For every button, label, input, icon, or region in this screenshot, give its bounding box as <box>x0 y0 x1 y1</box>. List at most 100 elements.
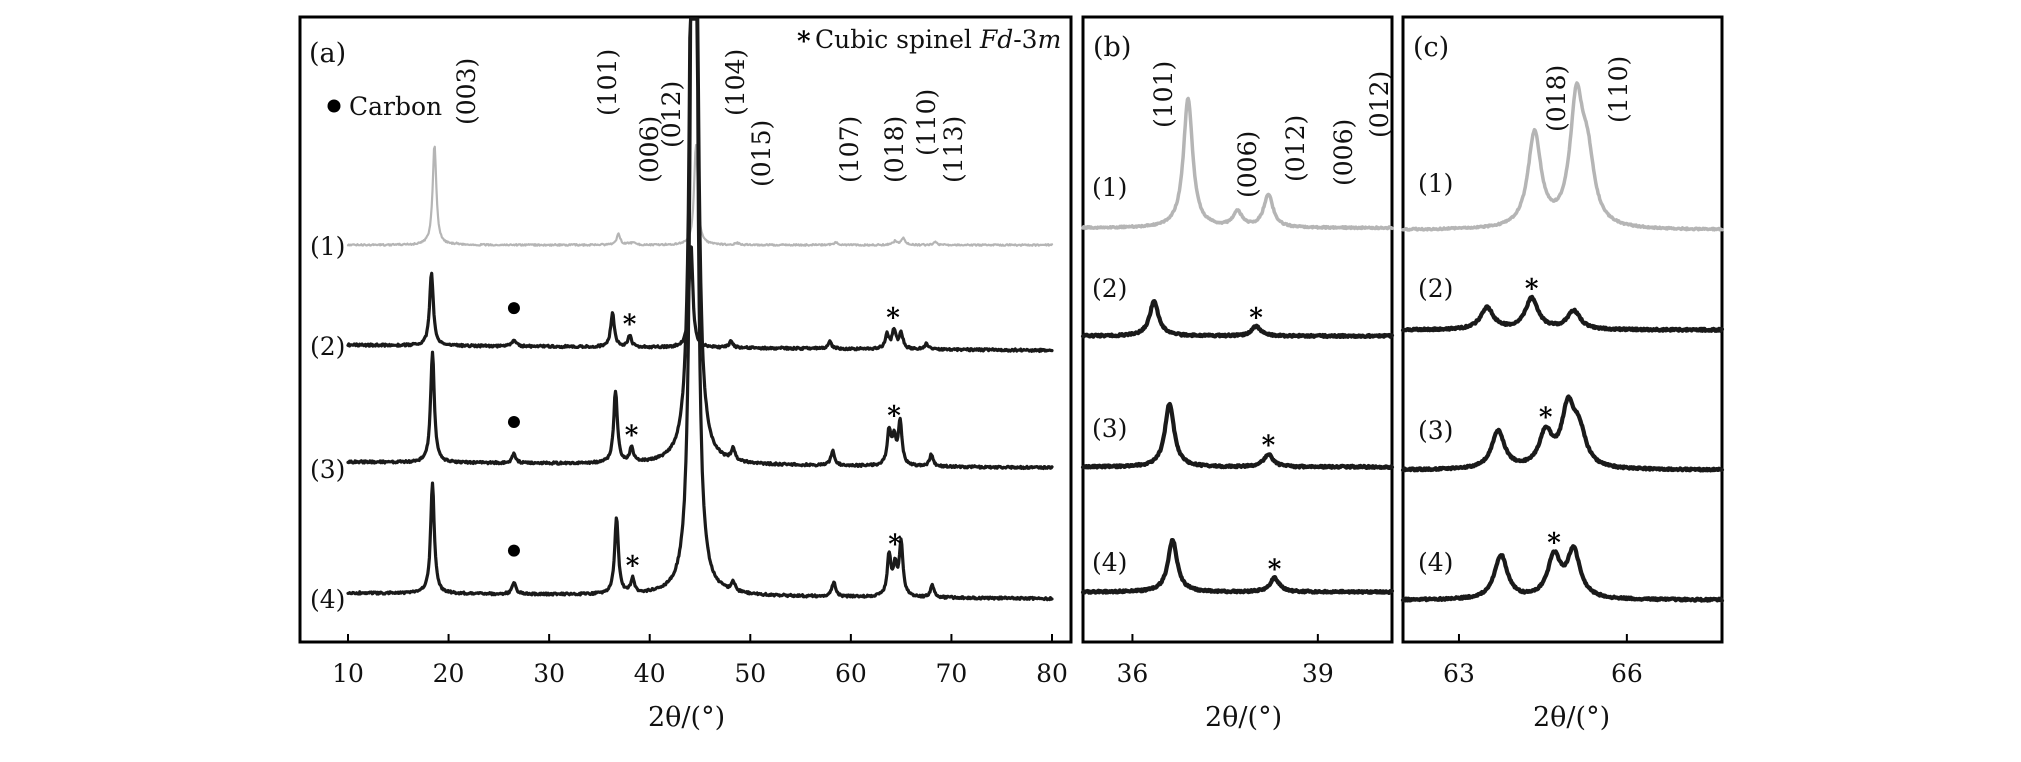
panel-a-hkl-labels: (003) (101) (006) (012) (104) (015) (107… <box>452 49 968 187</box>
panel-a-frame <box>298 15 1073 644</box>
hkl-label-018-c: (018) <box>1542 65 1571 132</box>
hkl-label-101: (101) <box>593 49 622 116</box>
x-tick-label-a-80: 80 <box>1036 659 1068 688</box>
spinel-mark-c-0: * <box>1525 275 1539 305</box>
x-tick-label-a-60: 60 <box>835 659 867 688</box>
carbon-mark-a-1 <box>507 415 520 428</box>
spinel-legend-text: Cubic spinel Fd-3m <box>815 25 1061 54</box>
spinel-mark-a-4: * <box>626 552 640 582</box>
curve-label-b-4: (4) <box>1092 548 1127 577</box>
panel-c-x-ticks <box>1457 634 1628 642</box>
panel-a-phase-marks: * * * * * * <box>507 302 902 582</box>
spinel-mark-c-2: * <box>1547 528 1561 558</box>
panel-c-curves <box>1400 81 1725 603</box>
xrd-pattern-c-4 <box>1400 544 1725 603</box>
hkl-label-003: (003) <box>452 58 481 125</box>
panel-b-hkl-labels: (101) (006) (012) (006) (012) <box>1149 61 1394 198</box>
hkl-label-015: (015) <box>747 120 776 187</box>
hkl-label-110: (110) <box>912 89 941 156</box>
hkl-label-012-b: (012) <box>1281 115 1310 182</box>
xrd-pattern-c-2 <box>1400 294 1725 333</box>
xrd-pattern-b-4 <box>1080 537 1395 596</box>
xrd-pattern-b-1 <box>1081 96 1394 231</box>
hkl-label-006-b2: (006) <box>1329 119 1358 186</box>
curve-label-a-1: (1) <box>310 232 345 261</box>
spinel-mark-a-5: * <box>888 530 902 560</box>
hkl-label-101-b: (101) <box>1149 61 1178 128</box>
panel-c-hkl-labels: (018) (110) <box>1542 56 1633 132</box>
x-tick-label-a-40: 40 <box>634 659 666 688</box>
panel-b-frame <box>1081 15 1394 644</box>
carbon-legend-text: Carbon <box>349 92 442 121</box>
xrd-pattern-a-4 <box>346 17 1054 602</box>
hkl-label-113: (113) <box>939 116 968 183</box>
carbon-mark-a-2 <box>507 544 520 557</box>
hkl-label-012-b2: (012) <box>1365 71 1394 138</box>
panel-c-x-axis-label: 2θ/(°) <box>1533 702 1610 733</box>
carbon-mark-a-0 <box>507 302 520 315</box>
panel-c-curve-labels: (1) (2) (3) (4) <box>1418 169 1453 577</box>
spinel-legend-marker: * <box>797 27 811 57</box>
curve-label-c-3: (3) <box>1418 416 1453 445</box>
x-tick-label-a-50: 50 <box>734 659 766 688</box>
hkl-label-012: (012) <box>657 81 686 148</box>
curve-label-c-2: (2) <box>1418 274 1453 303</box>
carbon-legend-marker <box>327 99 341 113</box>
spinel-mark-a-0: * <box>623 310 637 340</box>
xrd-pattern-b-3 <box>1080 401 1395 470</box>
x-tick-label-c-66: 66 <box>1611 659 1643 688</box>
spinel-mark-a-3: * <box>887 402 901 432</box>
curve-label-b-1: (1) <box>1092 173 1127 202</box>
panel-a-curve-labels: (1) (2) (3) (4) <box>310 232 345 614</box>
panel-a-legend: Carbon * Cubic spinel Fd-3m <box>327 25 1061 121</box>
panel-b-label: (b) <box>1093 32 1131 63</box>
x-tick-label-a-30: 30 <box>533 659 565 688</box>
panel-a-x-axis-label: 2θ/(°) <box>648 702 725 733</box>
panel-c-x-tick-labels: 63 66 <box>1443 659 1643 688</box>
spinel-mark-b-0: * <box>1249 303 1263 333</box>
panel-a-label: (a) <box>309 38 346 69</box>
hkl-label-104: (104) <box>721 49 750 116</box>
panel-b-curve-labels: (1) (2) (3) (4) <box>1092 173 1127 577</box>
x-tick-label-a-20: 20 <box>433 659 465 688</box>
spinel-mark-a-1: * <box>886 303 900 333</box>
panel-a-x-ticks <box>347 634 1053 642</box>
curve-label-b-2: (2) <box>1092 274 1127 303</box>
spinel-mark-a-2: * <box>625 421 639 451</box>
panel-a-curves <box>346 17 1054 602</box>
panel-a-x-tick-labels: 10 20 30 40 50 60 70 80 <box>332 659 1068 688</box>
x-tick-label-c-63: 63 <box>1443 659 1475 688</box>
panel-b-x-ticks <box>1131 634 1319 642</box>
x-tick-label-b-39: 39 <box>1302 659 1334 688</box>
hkl-label-006-b: (006) <box>1233 131 1262 198</box>
hkl-label-018: (018) <box>880 116 909 183</box>
panel-a: (a) 10 20 30 40 50 60 70 80 (1)(2)(3)(4) * *****… <box>298 15 1073 733</box>
panel-c-phase-marks: * * * <box>1525 275 1561 559</box>
xrd-pattern-c-1 <box>1401 81 1724 232</box>
curve-label-a-3: (3) <box>310 455 345 484</box>
hkl-label-110-c: (110) <box>1604 56 1633 123</box>
hkl-label-006: (006) <box>635 116 664 183</box>
curve-label-c-1: (1) <box>1418 169 1453 198</box>
panel-c: (c) 63 66 (1) (2) (3) (4) * * * (018) (110) 2θ… <box>1400 15 1725 733</box>
curve-label-b-3: (3) <box>1092 414 1127 443</box>
curve-label-a-2: (2) <box>310 332 345 361</box>
panel-c-label: (c) <box>1413 32 1449 63</box>
panel-b-x-axis-label: 2θ/(°) <box>1205 702 1282 733</box>
spinel-mark-b-2: * <box>1268 555 1282 585</box>
panel-b-phase-marks: * * * <box>1249 303 1282 584</box>
curve-label-a-4: (4) <box>310 585 345 614</box>
spinel-mark-c-1: * <box>1539 403 1553 433</box>
xrd-pattern-b-2 <box>1080 299 1395 339</box>
x-tick-label-b-36: 36 <box>1117 659 1149 688</box>
x-tick-label-a-10: 10 <box>332 659 364 688</box>
panel-b-curves <box>1080 96 1395 596</box>
x-tick-label-a-70: 70 <box>936 659 968 688</box>
curve-label-c-4: (4) <box>1418 548 1453 577</box>
xrd-pattern-c-3 <box>1400 394 1725 473</box>
panel-b-x-tick-labels: 36 39 <box>1117 659 1334 688</box>
panel-b: (b) 36 39 (1) (2) (3) (4) * * * (101) (006) (0… <box>1080 15 1395 733</box>
hkl-label-107: (107) <box>835 116 864 183</box>
spinel-mark-b-1: * <box>1262 431 1276 461</box>
